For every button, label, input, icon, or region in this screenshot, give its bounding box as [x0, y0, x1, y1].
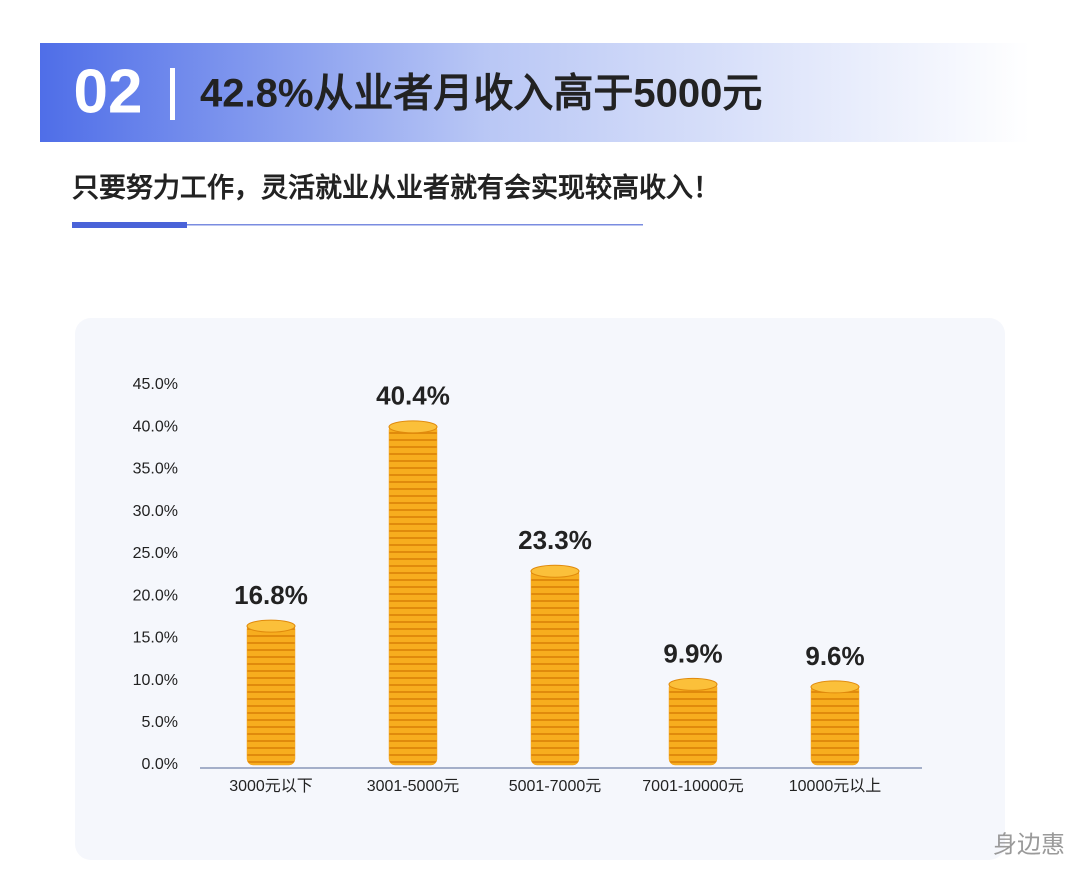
y-tick-label: 10.0%: [133, 672, 178, 689]
y-tick-label: 35.0%: [133, 461, 178, 478]
value-label: 9.6%: [805, 641, 864, 671]
coin-top: [668, 677, 718, 691]
y-tick-label: 15.0%: [133, 630, 178, 647]
y-tick-label: 45.0%: [133, 376, 178, 393]
watermark: 身边惠: [993, 831, 1065, 858]
header-title: 42.8%从业者月收入高于5000元: [200, 72, 762, 116]
y-tick-label: 5.0%: [142, 714, 178, 731]
x-tick-label: 3000元以下: [229, 778, 313, 795]
x-tick-label: 3001-5000元: [367, 778, 460, 795]
value-label: 16.8%: [234, 580, 308, 610]
y-tick-label: 30.0%: [133, 503, 178, 520]
coin-top: [530, 564, 580, 578]
header-number: 02: [74, 57, 143, 126]
underline-thin: [187, 224, 643, 226]
y-tick-label: 40.0%: [133, 418, 178, 435]
x-tick-label: 5001-7000元: [509, 778, 602, 795]
coin-top: [388, 420, 438, 434]
value-label: 9.9%: [663, 638, 722, 668]
bar: [668, 681, 718, 766]
x-tick-label: 10000元以上: [789, 777, 882, 795]
bar: [388, 423, 438, 766]
bar: [530, 567, 580, 766]
value-label: 23.3%: [518, 525, 592, 555]
bar: [810, 683, 860, 766]
y-tick-label: 25.0%: [133, 545, 178, 562]
value-label: 40.4%: [376, 381, 450, 411]
plot: 0.0% 5.0% 10.0% 15.0% 20.0% 25.0% 30.0% 35.0% 40…: [133, 376, 882, 795]
header-banner: [40, 43, 1030, 142]
y-tick-label: 0.0%: [142, 756, 178, 773]
x-tick-label: 7001-10000元: [642, 778, 743, 795]
underline-bold: [72, 222, 187, 228]
y-tick-label: 20.0%: [133, 587, 178, 604]
subtitle: 只要努力工作，灵活就业从业者就有会实现较高收入！: [72, 172, 720, 203]
coin-top: [810, 680, 860, 694]
separator: [170, 68, 175, 120]
bar: [246, 622, 296, 766]
coin-top: [246, 619, 296, 633]
